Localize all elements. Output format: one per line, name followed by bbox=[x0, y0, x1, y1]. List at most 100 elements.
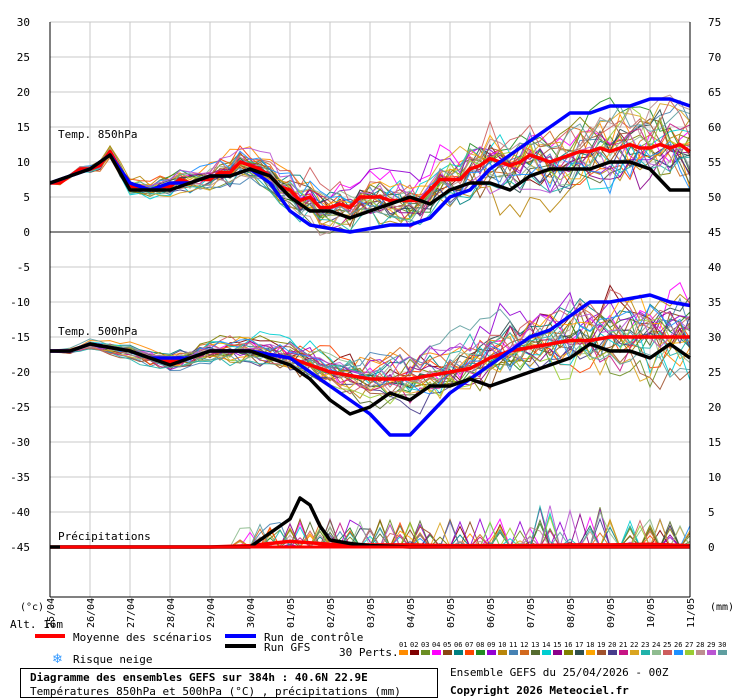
x-tick-label: 28/04 bbox=[166, 598, 177, 628]
member-number: 29 bbox=[707, 641, 715, 649]
altitude-label: Alt. 16m bbox=[10, 618, 63, 631]
right-tick-label: 55 bbox=[708, 156, 721, 169]
copyright: Copyright 2026 Meteociel.fr bbox=[450, 684, 629, 697]
series-t850_control bbox=[49, 97, 691, 234]
right-tick-label: 60 bbox=[708, 121, 721, 134]
member-line-t850 bbox=[49, 140, 691, 207]
member-swatch bbox=[531, 650, 540, 655]
member-swatch bbox=[707, 650, 716, 655]
x-tick-label: 08/05 bbox=[566, 598, 577, 628]
legend-mean-label: Moyenne des scénarios bbox=[73, 631, 212, 644]
right-tick-label: 15 bbox=[708, 436, 721, 449]
footer-title: Diagramme des ensembles GEFS sur 384h : … bbox=[30, 671, 368, 684]
x-tick-label: 07/05 bbox=[526, 598, 537, 628]
left-tick-label: 0 bbox=[23, 226, 30, 239]
left-tick-label: -20 bbox=[10, 366, 30, 379]
left-tick-label: -35 bbox=[10, 471, 30, 484]
member-swatch bbox=[718, 650, 727, 655]
member-number: 28 bbox=[696, 641, 704, 649]
member-swatch bbox=[454, 650, 463, 655]
right-tick-label: 25 bbox=[708, 366, 721, 379]
member-line-t850 bbox=[49, 134, 691, 208]
right-tick-label: 35 bbox=[708, 296, 721, 309]
right-tick-label: 10 bbox=[708, 471, 721, 484]
left-unit-label: (°c) bbox=[20, 602, 44, 613]
left-tick-label: -40 bbox=[10, 506, 30, 519]
right-tick-label: 50 bbox=[708, 191, 721, 204]
right-tick-label: 45 bbox=[708, 226, 721, 239]
member-swatch bbox=[542, 650, 551, 655]
right-tick-label: 75 bbox=[708, 16, 721, 29]
member-number: 04 bbox=[432, 641, 440, 649]
member-swatch bbox=[696, 650, 705, 655]
member-number: 21 bbox=[619, 641, 627, 649]
member-swatch bbox=[399, 650, 408, 655]
main-series-lines bbox=[49, 97, 692, 549]
x-tick-label: 10/05 bbox=[646, 598, 657, 628]
left-tick-label: 15 bbox=[17, 121, 30, 134]
left-tick-label: -10 bbox=[10, 296, 30, 309]
x-tick-label: 04/05 bbox=[406, 598, 417, 628]
member-number: 03 bbox=[421, 641, 429, 649]
right-tick-label: 20 bbox=[708, 401, 721, 414]
left-tick-label: -45 bbox=[10, 541, 30, 554]
member-number: 01 bbox=[399, 641, 407, 649]
member-swatch bbox=[564, 650, 573, 655]
left-tick-label: -30 bbox=[10, 436, 30, 449]
member-number: 22 bbox=[630, 641, 638, 649]
right-tick-label: 70 bbox=[708, 51, 721, 64]
member-line-t850 bbox=[49, 118, 691, 226]
member-swatch bbox=[509, 650, 518, 655]
member-swatch bbox=[597, 650, 606, 655]
member-number: 25 bbox=[663, 641, 671, 649]
member-number: 07 bbox=[465, 641, 473, 649]
member-swatch bbox=[652, 650, 661, 655]
member-swatch bbox=[465, 650, 474, 655]
right-tick-label: 5 bbox=[708, 506, 715, 519]
member-number: 02 bbox=[410, 641, 418, 649]
legend-control-label: Run de contrôle bbox=[264, 631, 363, 644]
right-tick-label: 0 bbox=[708, 541, 715, 554]
x-tick-label: 27/04 bbox=[126, 598, 137, 628]
left-tick-label: 5 bbox=[23, 191, 30, 204]
member-swatch bbox=[641, 650, 650, 655]
member-swatch bbox=[685, 650, 694, 655]
member-swatch bbox=[674, 650, 683, 655]
snowflake-icon: ❄ bbox=[52, 652, 63, 667]
series-t500_control bbox=[50, 293, 691, 437]
member-swatch bbox=[553, 650, 562, 655]
x-tick-label: 30/04 bbox=[246, 598, 257, 628]
x-tick-label: 26/04 bbox=[86, 598, 97, 628]
member-number: 26 bbox=[674, 641, 682, 649]
x-tick-label: 01/05 bbox=[286, 598, 297, 628]
member-swatch bbox=[630, 650, 639, 655]
member-swatch bbox=[663, 650, 672, 655]
legend-gfs-label: Run GFS bbox=[264, 641, 310, 654]
member-number: 24 bbox=[652, 641, 660, 649]
member-number: 13 bbox=[531, 641, 539, 649]
member-line-t850 bbox=[49, 133, 691, 216]
member-swatch bbox=[619, 650, 628, 655]
member-number: 27 bbox=[685, 641, 693, 649]
member-number: 16 bbox=[564, 641, 572, 649]
t500-panel-label: Temp. 500hPa bbox=[58, 325, 137, 338]
right-unit-label: (mm) bbox=[710, 602, 734, 613]
x-tick-label: 06/05 bbox=[486, 598, 497, 628]
member-number: 30 bbox=[718, 641, 726, 649]
series-t500_gfs bbox=[50, 342, 692, 416]
member-swatch bbox=[421, 650, 430, 655]
left-tick-label: 20 bbox=[17, 86, 30, 99]
left-tick-label: -25 bbox=[10, 401, 30, 414]
legend: Moyenne des scénarios Run de contrôle Ru… bbox=[35, 631, 727, 667]
left-tick-label: -5 bbox=[17, 261, 30, 274]
left-tick-label: -15 bbox=[10, 331, 30, 344]
x-tick-label: 25/04 bbox=[46, 598, 57, 628]
member-number: 18 bbox=[586, 641, 594, 649]
series-t850_gfs bbox=[49, 153, 690, 220]
member-swatch bbox=[520, 650, 529, 655]
member-line-t500 bbox=[49, 298, 691, 379]
footer-box: Diagramme des ensembles GEFS sur 384h : … bbox=[20, 668, 438, 698]
member-number: 23 bbox=[641, 641, 649, 649]
legend-snow-label: Risque neige bbox=[73, 653, 152, 666]
